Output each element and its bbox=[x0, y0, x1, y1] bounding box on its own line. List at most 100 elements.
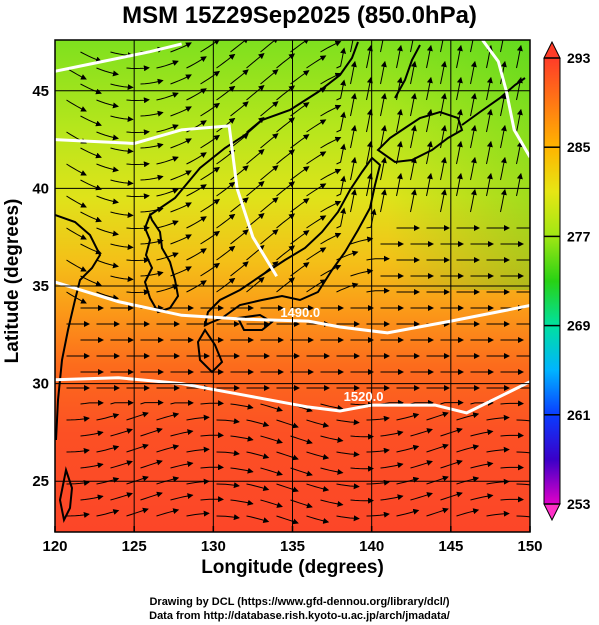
streamline-arrow bbox=[380, 494, 404, 501]
streamline-arrow bbox=[486, 76, 493, 101]
streamline-arrow bbox=[380, 156, 387, 181]
streamline-arrow bbox=[320, 168, 342, 181]
streamline-arrow bbox=[186, 248, 207, 261]
x-ticks: 120 125 130 135 140 145 150 bbox=[42, 526, 543, 555]
streamline-arrow bbox=[486, 414, 510, 421]
streamline-arrow bbox=[500, 124, 507, 149]
streamline-arrow bbox=[170, 461, 194, 469]
streamline-arrow bbox=[156, 220, 179, 229]
streamline-arrow bbox=[110, 243, 134, 251]
streamline-arrow bbox=[396, 508, 420, 517]
streamline-arrow bbox=[126, 257, 150, 264]
streamline-arrow bbox=[290, 467, 313, 477]
streamline-arrow bbox=[350, 40, 354, 53]
streamline-arrow bbox=[140, 238, 164, 245]
streamline-arrow bbox=[126, 443, 149, 453]
streamline-arrow bbox=[170, 106, 192, 117]
streamline-arrow bbox=[276, 213, 295, 229]
streamline-arrow bbox=[336, 143, 347, 165]
streamline-arrow bbox=[216, 277, 236, 293]
streamline-arrow bbox=[80, 399, 104, 406]
streamline-arrow bbox=[126, 65, 150, 72]
streamline-arrow bbox=[186, 56, 207, 69]
streamline-arrow bbox=[396, 412, 420, 421]
streamline-arrow bbox=[470, 60, 477, 85]
streamline-arrow bbox=[126, 161, 150, 168]
streamline-arrow bbox=[336, 111, 347, 133]
streamline-arrow bbox=[470, 92, 477, 117]
streamline-arrow bbox=[320, 72, 342, 85]
streamline-arrow bbox=[320, 200, 342, 213]
streamline-arrow bbox=[260, 165, 279, 181]
coastline-china-east bbox=[55, 214, 102, 441]
streamline-arrow bbox=[320, 264, 342, 277]
streamline-arrow bbox=[486, 108, 493, 133]
streamline-arrow bbox=[320, 467, 344, 475]
streamline-arrow bbox=[156, 60, 179, 69]
streamline-arrow bbox=[410, 399, 434, 406]
streamline-arrow bbox=[306, 247, 327, 261]
streamline-arrow bbox=[350, 465, 374, 472]
streamline-arrow bbox=[200, 464, 224, 471]
streamline-arrow bbox=[306, 55, 327, 69]
streamline-arrow bbox=[126, 289, 150, 296]
streamline-arrow bbox=[336, 451, 360, 458]
streamline-arrow bbox=[500, 464, 524, 471]
streamline-arrow bbox=[260, 499, 283, 508]
map-title: MSM 15Z29Sep2025 (850.0hPa) bbox=[122, 2, 477, 29]
streamline-arrow bbox=[380, 92, 387, 117]
colorbar-tick-label: 261 bbox=[567, 407, 591, 423]
coastline-russia bbox=[149, 41, 359, 216]
streamline-arrow bbox=[80, 275, 102, 287]
streamline-arrow bbox=[80, 147, 102, 159]
streamline-arrow bbox=[350, 156, 357, 181]
streamline-arrow bbox=[470, 461, 494, 469]
contour-line bbox=[55, 376, 530, 415]
streamline-arrow bbox=[246, 276, 265, 293]
streamline-arrow bbox=[200, 262, 221, 277]
streamline-arrow bbox=[306, 483, 330, 492]
streamline-arrow bbox=[170, 74, 192, 85]
streamline-arrow bbox=[156, 188, 179, 197]
streamline-arrow bbox=[260, 403, 283, 412]
streamline-arrow bbox=[230, 197, 249, 213]
streamline-arrow bbox=[396, 140, 403, 165]
streamline-arrow bbox=[516, 172, 523, 197]
streamline-arrow bbox=[276, 117, 295, 133]
colorbar-tick-label: 285 bbox=[567, 139, 591, 155]
streamline-arrow bbox=[350, 60, 357, 85]
y-tick-label: 30 bbox=[32, 376, 49, 393]
streamline-arrow bbox=[456, 444, 480, 453]
streamline-arrow bbox=[290, 435, 313, 445]
streamline-arrow bbox=[380, 399, 404, 406]
streamline-arrow bbox=[396, 444, 420, 453]
streamline-arrow bbox=[216, 418, 240, 425]
streamline-arrow bbox=[80, 494, 104, 501]
streamline-arrow bbox=[486, 510, 510, 517]
streamline-arrow bbox=[426, 507, 449, 517]
streamline-arrow bbox=[126, 507, 149, 517]
streamline-arrow bbox=[410, 124, 417, 149]
streamline-arrow bbox=[516, 515, 530, 518]
streamline-arrow bbox=[186, 216, 207, 229]
streamline-arrow bbox=[260, 197, 279, 213]
streamline-arrow bbox=[456, 412, 480, 421]
streamline-arrow bbox=[110, 492, 133, 501]
streamline-arrow bbox=[276, 245, 295, 261]
streamline-arrow bbox=[260, 229, 279, 245]
streamline-arrow bbox=[110, 428, 133, 437]
streamline-arrow bbox=[380, 188, 387, 213]
streamline-arrow bbox=[126, 411, 149, 421]
streamline-arrow bbox=[486, 140, 493, 165]
streamline-arrow bbox=[290, 230, 310, 245]
streamline-arrow bbox=[140, 399, 164, 406]
streamline-arrow bbox=[230, 101, 249, 117]
colorbar-tick-label: 253 bbox=[567, 496, 591, 512]
streamline-arrow bbox=[290, 166, 310, 181]
streamline-arrow bbox=[410, 156, 417, 181]
streamline-arrow bbox=[350, 268, 374, 277]
streamline-arrow bbox=[306, 419, 330, 428]
streamline-arrow bbox=[156, 284, 179, 293]
streamline-arrow bbox=[96, 227, 119, 237]
streamline-arrow bbox=[426, 443, 449, 453]
